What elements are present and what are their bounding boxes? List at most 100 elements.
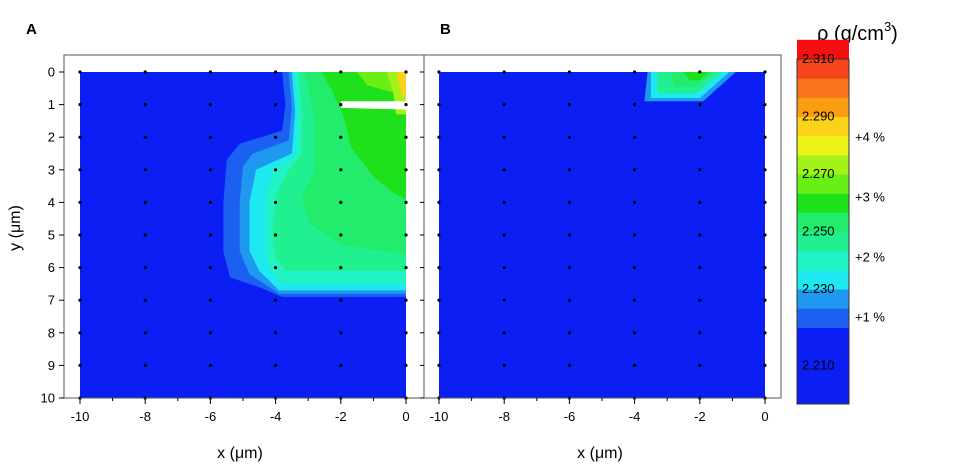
panel-b-sample-point	[633, 135, 637, 139]
panel-b-sample-point	[502, 363, 506, 367]
panel-a: -10 -8 -6 -4 -2 0 0 1 2 3 4 5 6 7 8 9 10	[41, 54, 425, 424]
panel-a-sample-point	[208, 168, 212, 172]
panel-b-contour-4	[683, 72, 710, 81]
panel-b-sample-point	[763, 233, 767, 237]
colorbar-segment	[797, 269, 849, 290]
panel-a-sample-point	[78, 363, 82, 367]
panel-a-sample-point	[208, 331, 212, 335]
colorbar-segment	[797, 212, 849, 232]
colorbar-segment	[797, 308, 849, 328]
panel-b-x-tick-label: 0	[761, 409, 768, 424]
panel-a-sample-point	[208, 363, 212, 367]
panel-b-sample-point	[698, 233, 702, 237]
panel-b-x-axis-title: x (μm)	[577, 445, 623, 462]
colorbar-segment	[797, 116, 849, 137]
panel-a-sample-point	[404, 298, 408, 302]
panel-b-sample-point	[437, 200, 441, 204]
panel-b-sample-point	[763, 200, 767, 204]
panel-a-y-tick-label: 9	[48, 358, 55, 373]
colorbar-segment	[797, 250, 849, 271]
colorbar-percent-label: +3 %	[855, 190, 885, 205]
panel-b-sample-point	[502, 135, 506, 139]
panel-b-sample-point	[437, 331, 441, 335]
panel-b-sample-point	[502, 103, 506, 107]
panel-a-sample-point	[274, 363, 278, 367]
panel-a-highlight	[340, 101, 406, 110]
panel-b-sample-point	[698, 266, 702, 270]
colorbar: 2.210 2.230 2.250 2.270 2.290 2.310 +1 % +2 % +3…	[796, 39, 885, 405]
panel-b-sample-point	[698, 331, 702, 335]
panel-a-y-tick-label: 6	[48, 260, 55, 275]
panel-a-sample-point	[339, 168, 343, 172]
panel-a-sample-point	[274, 70, 278, 74]
panel-a-sample-point	[78, 200, 82, 204]
panel-b-x-tick-label: -4	[629, 409, 641, 424]
colorbar-percent-label: +4 %	[855, 130, 885, 145]
panel-a-sample-point	[78, 70, 82, 74]
panel-a-sample-point	[274, 168, 278, 172]
panel-b-sample-point	[567, 331, 572, 335]
panel-a-sample-point	[339, 200, 343, 204]
colorbar-tick-label: 2.290	[802, 109, 835, 124]
panel-b-sample-point	[567, 70, 572, 74]
panel-a-sample-point	[78, 135, 82, 139]
panel-a-sample-point	[208, 135, 212, 139]
colorbar-segment	[797, 135, 849, 156]
panel-a-x-tick-label: 0	[402, 409, 409, 424]
panel-b-sample-point	[437, 70, 441, 74]
colorbar-percent-label: +1 %	[855, 310, 885, 325]
panel-a-y-tick-label: 1	[48, 97, 55, 112]
panel-a-sample-point	[208, 233, 212, 237]
colorbar-tick-label: 2.310	[802, 51, 835, 66]
panel-a-sample-point	[208, 298, 212, 302]
panel-b-sample-point	[763, 298, 767, 302]
panel-a-y-tick-label: 10	[41, 391, 55, 406]
panel-b-sample-point	[698, 168, 702, 172]
panel-b-sample-point	[633, 200, 637, 204]
panel-a-sample-point	[404, 135, 408, 139]
panel-a-sample-point	[208, 70, 212, 74]
panel-b-sample-point	[633, 331, 637, 335]
panel-b-sample-point	[633, 233, 637, 237]
panel-b-sample-point	[502, 70, 506, 74]
panel-a-sample-point	[143, 135, 147, 139]
panel-b-sample-point	[763, 135, 767, 139]
colorbar-frame	[796, 58, 850, 405]
panel-b-sample-point	[763, 363, 767, 367]
panel-b-x-tick-label: -6	[564, 409, 576, 424]
panel-b-sample-point	[567, 233, 572, 237]
panel-b-sample-point	[633, 363, 637, 367]
panel-a-sample-point	[404, 200, 408, 204]
panel-a-sample-point	[339, 298, 343, 302]
panel-b-sample-point	[698, 298, 702, 302]
panel-a-sample-point	[404, 233, 408, 237]
panel-b-sample-point	[698, 70, 702, 74]
panel-a-sample-point	[78, 103, 82, 107]
panel-a-sample-point	[78, 168, 82, 172]
panel-a-sample-point	[339, 266, 343, 270]
panel-b-sample-point	[502, 331, 506, 335]
panel-b-x-tick-label: -10	[430, 409, 449, 424]
panel-a-label: A	[26, 21, 37, 38]
panel-a-sample-point	[404, 363, 408, 367]
panel-a-sample-point	[404, 331, 408, 335]
panel-b: -10 -8 -6 -4 -2 0	[420, 54, 782, 424]
panel-a-sample-point	[208, 103, 212, 107]
panel-b-base-field	[439, 72, 765, 398]
panel-a-sample-point	[274, 200, 278, 204]
panel-b-sample-point	[633, 168, 637, 172]
panel-b-sample-point	[567, 103, 572, 107]
panel-b-sample-point	[437, 103, 441, 107]
panel-a-y-tick-label: 4	[48, 195, 55, 210]
colorbar-title: ρ (g/cm3)	[817, 19, 898, 45]
panel-a-sample-point	[78, 233, 82, 237]
panel-b-sample-point	[437, 298, 441, 302]
panel-b-sample-point	[502, 266, 506, 270]
panel-a-sample-point	[208, 200, 212, 204]
panel-b-x-tick-label: -2	[694, 409, 706, 424]
panel-b-sample-point	[763, 103, 767, 107]
panel-a-contour-9	[396, 72, 406, 102]
panel-b-sample-point	[698, 135, 702, 139]
panel-a-sample-point	[339, 233, 343, 237]
